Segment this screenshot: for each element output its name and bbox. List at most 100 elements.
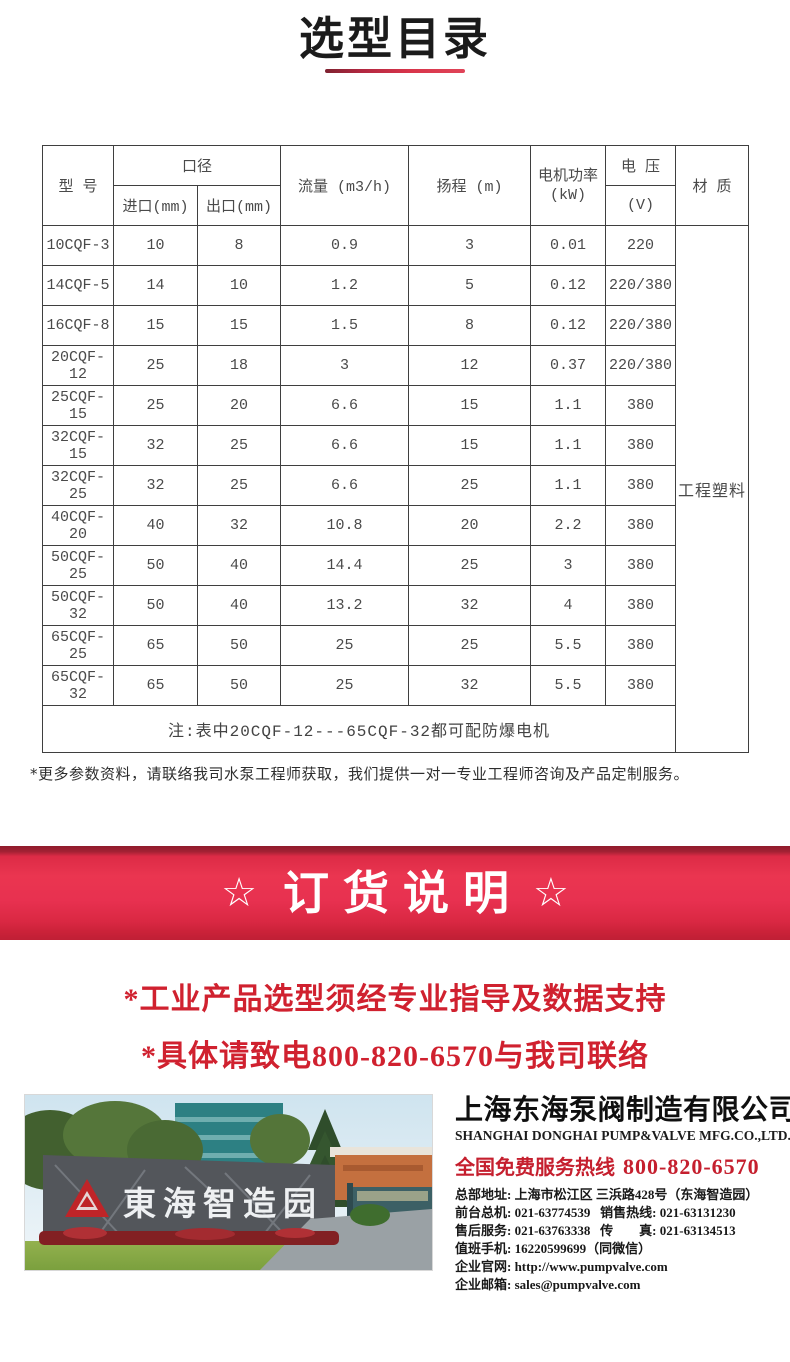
company-detail-line: 总部地址: 上海市松江区 三浜路428号（东海智造园）	[455, 1187, 759, 1202]
cell-voltage: 380	[605, 625, 677, 666]
header-outlet: 出口(mm)	[196, 185, 282, 226]
cell-head: 20	[408, 505, 532, 546]
cell-voltage: 380	[605, 585, 677, 626]
table-note: 注:表中20CQF-12---65CQF-32都可配防爆电机	[41, 705, 677, 753]
company-details: 总部地址: 上海市松江区 三浜路428号（东海智造园） 前台总机: 021-637…	[455, 1186, 790, 1294]
header-row-1: 型 号 口径 流量 (m3/h) 扬程 (m) 电机功率 (kW) 电 压 材 …	[42, 145, 750, 226]
cell-voltage: 380	[605, 385, 677, 426]
cell-inlet: 65	[113, 665, 198, 706]
cell-inlet: 25	[113, 345, 198, 386]
header-power: 电机功率 (kW)	[530, 145, 607, 226]
company-photo: 東海智造园	[2, 1094, 433, 1271]
cell-outlet: 25	[196, 465, 282, 506]
cell-inlet: 15	[113, 305, 198, 346]
company-detail-line: 前台总机: 021-63774539 销售热线: 021-63131230	[455, 1205, 736, 1220]
donghai-logo	[65, 1179, 109, 1217]
cell-outlet: 40	[196, 585, 282, 626]
stone-wall	[43, 1155, 335, 1245]
cell-outlet: 40	[196, 545, 282, 586]
cell-flow: 6.6	[280, 465, 410, 506]
cell-inlet: 65	[113, 625, 198, 666]
page-title: 选型目录	[298, 12, 491, 65]
cell-head: 5	[408, 265, 532, 306]
table-row: 16CQF-8 15 15 1.5 8 0.12 220/380	[42, 305, 749, 346]
cell-inlet: 32	[113, 465, 198, 506]
table-row: 25CQF-15 25 20 6.6 15 1.1 380	[42, 385, 749, 426]
cell-inlet: 10	[113, 225, 198, 266]
cell-head: 32	[408, 665, 532, 706]
cell-inlet: 32	[113, 425, 198, 466]
cell-outlet: 8	[196, 225, 282, 266]
header-voltage-unit: (V)	[605, 185, 677, 226]
cell-model: 25CQF-15	[42, 385, 114, 426]
hotline-number: 800-820-6570	[623, 1154, 760, 1179]
cell-model: 16CQF-8	[42, 305, 114, 346]
cell-flow: 25	[280, 625, 410, 666]
cell-flow: 25	[280, 665, 410, 706]
table-row: 32CQF-15 32 25 6.6 15 1.1 380	[42, 425, 749, 466]
cell-voltage: 380	[605, 505, 677, 546]
cell-power: 1.1	[530, 385, 607, 426]
cell-inlet: 14	[113, 265, 198, 306]
notice-line-2: *具体请致电800-820-6570与我司联络	[141, 1040, 649, 1073]
cell-material: 工程塑料	[675, 225, 750, 753]
table-row: 14CQF-5 14 10 1.2 5 0.12 220/380	[42, 265, 749, 306]
flower-highlight	[275, 1228, 315, 1238]
banner-title: 订货说明	[283, 866, 523, 920]
cell-voltage: 220/380	[605, 345, 677, 386]
cell-voltage: 380	[605, 665, 677, 706]
cell-model: 40CQF-20	[42, 505, 114, 546]
header-head: 扬程 (m)	[408, 145, 532, 226]
cell-voltage: 380	[605, 545, 677, 586]
cell-outlet: 15	[196, 305, 282, 346]
cell-inlet: 40	[113, 505, 198, 546]
cell-head: 3	[408, 225, 532, 266]
footnote: *更多参数资料，请联络我司水泵工程师获取，我们提供一对一专业工程师咨询及产品定制…	[30, 765, 690, 783]
cell-outlet: 18	[196, 345, 282, 386]
table-body: 10CQF-3 10 8 0.9 3 0.01 220 工程塑料 14CQF-5…	[41, 225, 750, 753]
cell-head: 12	[408, 345, 532, 386]
cell-head: 25	[408, 625, 532, 666]
driveway	[260, 1209, 432, 1270]
cell-flow: 13.2	[280, 585, 410, 626]
cell-model: 32CQF-25	[42, 465, 114, 506]
cell-model: 50CQF-25	[42, 545, 114, 586]
table-row: 32CQF-25 32 25 6.6 25 1.1 380	[42, 465, 749, 506]
company-name: 上海东海泵阀制造有限公司	[455, 1093, 790, 1126]
cell-voltage: 220/380	[605, 305, 677, 346]
cell-model: 65CQF-32	[42, 665, 114, 706]
cell-flow: 0.9	[280, 225, 410, 266]
table-row: 10CQF-3 10 8 0.9 3 0.01 220 工程塑料	[42, 225, 750, 753]
cell-power: 5.5	[530, 625, 607, 666]
table-row: 50CQF-25 50 40 14.4 25 3 380	[42, 545, 749, 586]
header-power-name: 电机功率	[538, 167, 599, 185]
star-icon: ☆	[221, 870, 257, 916]
cell-power: 1.1	[530, 465, 607, 506]
cell-flow: 6.6	[280, 425, 410, 466]
cell-power: 3	[530, 545, 607, 586]
cell-outlet: 32	[196, 505, 282, 546]
header-flow: 流量 (m3/h)	[280, 145, 410, 226]
cell-flow: 1.5	[280, 305, 410, 346]
cell-power: 0.01	[530, 225, 607, 266]
photo-sign-text: 東海智造园	[123, 1184, 323, 1223]
star-icon: ☆	[533, 870, 569, 916]
order-banner: ☆ 订货说明 ☆	[0, 846, 790, 940]
header-inlet: 进口(mm)	[113, 185, 198, 226]
table-note-row: 注:表中20CQF-12---65CQF-32都可配防爆电机	[41, 705, 749, 753]
cell-voltage: 380	[605, 465, 677, 506]
cell-head: 8	[408, 305, 532, 346]
cell-model: 20CQF-12	[42, 345, 114, 386]
flower-highlight	[175, 1228, 235, 1240]
notice-line-1: *工业产品选型须经专业指导及数据支持	[123, 983, 667, 1016]
header-row-2: 进口(mm) 出口(mm) (V)	[43, 185, 749, 226]
company-detail-line: 企业邮箱: sales@pumpvalve.com	[455, 1277, 641, 1292]
cell-outlet: 20	[196, 385, 282, 426]
company-info: 上海东海泵阀制造有限公司 SHANGHAI DONGHAI PUMP&VALVE…	[455, 1094, 790, 1294]
table-row: 50CQF-32 50 40 13.2 32 4 380	[42, 585, 749, 626]
selection-table: 型 号 口径 流量 (m3/h) 扬程 (m) 电机功率 (kW) 电 压 材 …	[41, 145, 750, 753]
header-power-unit: (kW)	[550, 186, 587, 204]
cell-model: 32CQF-15	[42, 425, 114, 466]
cell-power: 0.37	[530, 345, 607, 386]
